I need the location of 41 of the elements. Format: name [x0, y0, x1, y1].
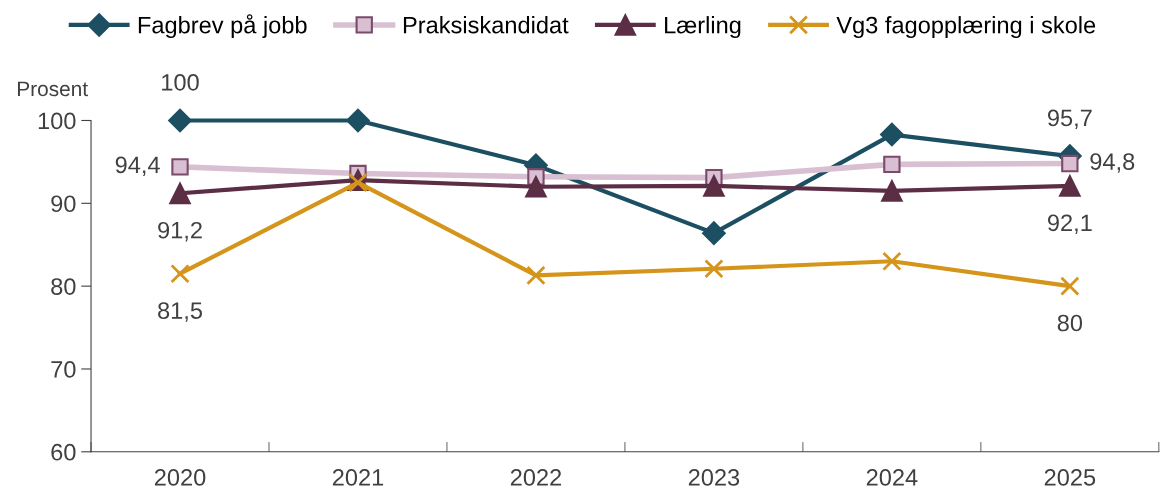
legend-label: Fagbrev på jobb [138, 14, 307, 39]
point [346, 108, 370, 133]
x-tick-label: 2022 [510, 469, 562, 486]
data-label: 94,8 [1090, 153, 1135, 173]
legend-label: Lærling [665, 16, 741, 39]
data-label: 95,7 [1047, 109, 1092, 130]
y-tick-label: 80 [51, 278, 76, 295]
point [881, 180, 903, 202]
point [1061, 154, 1079, 173]
point [883, 155, 901, 174]
x-tick-label: 2021 [332, 469, 384, 486]
data-label: 94,4 [115, 156, 160, 176]
point [1059, 175, 1081, 197]
data-label: 92,1 [1047, 214, 1092, 234]
data-label: 100 [162, 73, 199, 91]
x-tick-label: 2023 [688, 469, 740, 486]
point [704, 259, 724, 279]
point [169, 182, 191, 205]
point [525, 175, 547, 198]
data-label: 80 [1057, 314, 1083, 332]
point [171, 158, 189, 176]
y-tick-label: 60 [51, 443, 76, 461]
legend-label: Praksiskandidat [403, 16, 569, 34]
y-axis-title: Prosent [17, 81, 88, 97]
y-tick-label: 70 [51, 361, 76, 378]
y-tick-label: 100 [38, 112, 76, 130]
point [703, 175, 725, 197]
point [702, 221, 726, 245]
y-tick-label: 90 [51, 195, 76, 213]
x-tick-label: 2025 [1044, 469, 1096, 486]
point [880, 122, 904, 147]
point [1060, 276, 1080, 296]
data-label: 91,2 [158, 221, 202, 242]
data-label: 81,5 [158, 302, 202, 322]
point [168, 108, 192, 133]
point [882, 251, 902, 272]
point [526, 265, 546, 286]
point [170, 263, 190, 284]
x-tick-label: 2020 [154, 469, 206, 486]
legend-label: Vg3 fagopplæring i skole [836, 16, 1096, 39]
x-tick-label: 2024 [866, 469, 918, 486]
